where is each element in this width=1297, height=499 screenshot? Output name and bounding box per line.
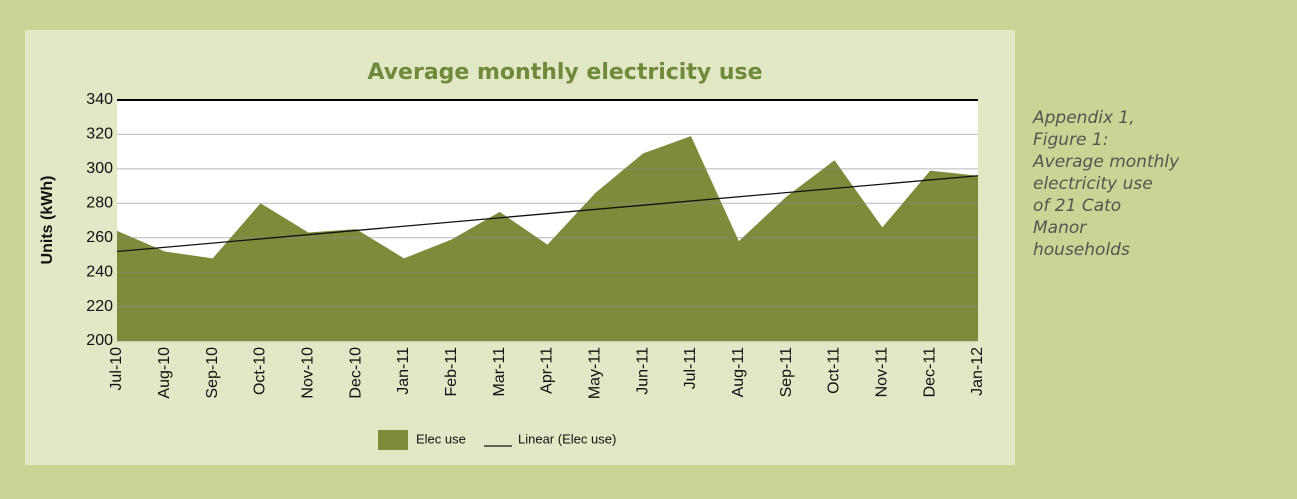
legend-label: Linear (Elec use): [518, 431, 616, 446]
y-tick-label: 220: [86, 298, 113, 315]
y-tick-label: 280: [86, 195, 113, 212]
y-tick-label: 240: [86, 263, 113, 280]
caption-line: Figure 1:: [1033, 130, 1108, 150]
x-tick-label: Oct-11: [826, 347, 843, 394]
chart-title: Average monthly electricity use: [367, 60, 762, 85]
x-tick-label: Nov-10: [300, 347, 317, 399]
caption-line: Average monthly: [1032, 152, 1180, 172]
x-tick-label: Dec-10: [347, 347, 364, 399]
x-tick-label: Feb-11: [443, 347, 460, 397]
x-tick-label: Aug-11: [730, 347, 747, 398]
caption-line: electricity use: [1033, 174, 1153, 194]
x-tick-label: Aug-10: [156, 347, 173, 399]
caption-line: Appendix 1,: [1032, 108, 1135, 128]
y-tick-label: 340: [86, 91, 113, 108]
x-tick-label: Oct-10: [252, 347, 269, 395]
y-tick-label: 200: [86, 332, 113, 349]
x-tick-label: Apr-11: [539, 347, 556, 394]
x-tick-label: Sep-10: [204, 347, 221, 399]
caption-line: households: [1033, 240, 1130, 260]
x-tick-label: Jul-11: [682, 347, 699, 389]
caption-line: of 21 Cato: [1033, 196, 1121, 216]
x-tick-label: May-11: [587, 347, 604, 399]
x-tick-label: Jun-11: [634, 347, 651, 395]
y-tick-label: 260: [86, 229, 113, 246]
x-tick-label: Mar-11: [491, 347, 508, 397]
legend-label: Elec use: [416, 431, 466, 446]
y-axis-label: Units (kWh): [39, 176, 56, 265]
area: [117, 136, 978, 341]
trend-line: [116, 175, 979, 253]
x-tick-label: Sep-11: [778, 347, 795, 398]
x-tick-label: Dec-11: [921, 347, 938, 397]
x-tick-label: Jan-12: [969, 347, 986, 396]
legend-swatch: [378, 430, 408, 450]
x-tick-label: Nov-11: [874, 347, 891, 397]
y-tick-label: 300: [86, 160, 113, 177]
x-tick-label: Jan-11: [395, 347, 412, 395]
x-tick-label: Jul-10: [108, 347, 125, 391]
y-tick-label: 320: [86, 126, 113, 143]
caption-line: Manor: [1033, 218, 1087, 238]
